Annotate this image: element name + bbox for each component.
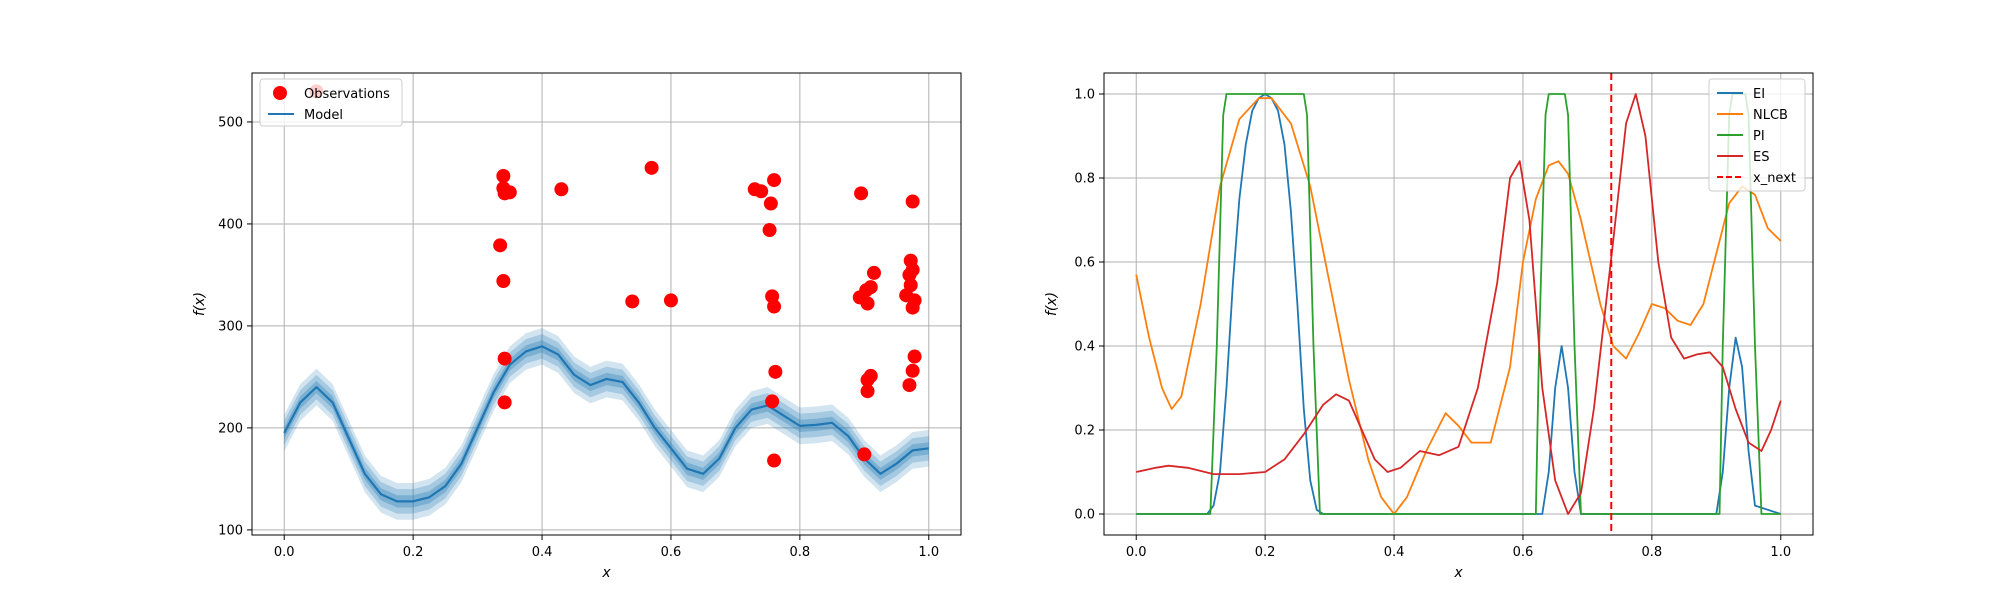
left-xtick-label-0-4: 0.4 — [532, 545, 553, 560]
series-line-nlcb — [1135, 97, 1782, 515]
right-chart-acquisition-functions: 0.0 0.2 0.4 0.6 0.8 1.0 0.0 0.2 0.4 0.6 0.8 1.0 x f(x… — [1044, 72, 1814, 581]
observation-point-11 — [625, 294, 640, 309]
right-plot-area — [1135, 73, 1782, 535]
observation-point-42 — [905, 363, 920, 378]
right-xtick-label-0-8: 0.8 — [1642, 545, 1663, 560]
observation-point-43 — [902, 378, 917, 393]
model-confidence-band-1 — [284, 327, 929, 520]
observation-point-40 — [905, 300, 920, 315]
right-ytick-label-0-4: 0.4 — [1074, 340, 1095, 355]
right-xtick-label-0-6: 0.6 — [1513, 545, 1534, 560]
right-ytick-label-0-8: 0.8 — [1074, 172, 1095, 187]
observation-point-19 — [767, 299, 782, 314]
right-ytick-label-0-2: 0.2 — [1074, 424, 1095, 439]
left-legend: Observations Model — [259, 78, 403, 127]
left-ytick-label-500: 500 — [218, 115, 243, 130]
model-confidence-band-3 — [284, 340, 929, 508]
right-x-axis-label: x — [1453, 565, 1463, 581]
observation-point-14 — [754, 184, 769, 199]
observation-point-30 — [863, 368, 878, 383]
observation-point-8 — [497, 395, 512, 410]
right-axes-frame — [1103, 72, 1814, 536]
right-xtick-label-0-2: 0.2 — [1255, 545, 1276, 560]
left-y-axis-label: f(x) — [192, 292, 208, 316]
left-ytick-label-200: 200 — [218, 421, 243, 436]
right-y-axis-label: f(x) — [1044, 292, 1060, 316]
observation-point-23 — [854, 186, 869, 201]
observation-point-27 — [863, 280, 878, 295]
legend-box — [1708, 78, 1806, 192]
observation-point-16 — [763, 196, 778, 211]
right-xtick-label-1-0: 1.0 — [1770, 545, 1791, 560]
observation-point-26 — [860, 296, 875, 311]
left-xtick-label-0-0: 0.0 — [274, 545, 295, 560]
observation-point-20 — [768, 364, 783, 379]
left-plot-area — [283, 84, 929, 520]
left-ytick-label-100: 100 — [218, 523, 243, 538]
left-axes-frame — [251, 72, 962, 536]
observation-point-1 — [496, 169, 511, 184]
left-ytick-label-300: 300 — [218, 319, 243, 334]
observation-point-5 — [493, 238, 508, 253]
left-xtick-label-0-6: 0.6 — [661, 545, 682, 560]
legend-label-ei: EI — [1753, 87, 1765, 102]
observation-point-28 — [866, 265, 881, 280]
model-confidence-band-2 — [284, 334, 929, 514]
observation-point-4 — [502, 185, 517, 200]
observation-point-17 — [762, 223, 777, 238]
right-xtick-label-0-4: 0.4 — [1384, 545, 1405, 560]
right-xtick-label-0-0: 0.0 — [1126, 545, 1147, 560]
series-line-ei — [1136, 93, 1782, 515]
left-xtick-label-0-2: 0.2 — [403, 545, 424, 560]
observation-point-33 — [905, 194, 920, 209]
observation-point-10 — [644, 160, 659, 175]
observation-point-31 — [860, 384, 875, 399]
legend-marker-observations — [273, 86, 287, 100]
observation-point-41 — [907, 349, 922, 364]
right-ytick-label-1-0: 1.0 — [1074, 88, 1095, 103]
observation-point-32 — [857, 447, 872, 462]
observation-point-22 — [767, 453, 782, 468]
observation-point-9 — [554, 182, 569, 197]
observation-point-6 — [496, 274, 511, 289]
left-chart-observations-model: 0.0 0.2 0.4 0.6 0.8 1.0 100 200 300 400 500 x f(x) Ob… — [192, 72, 962, 581]
left-xtick-label-0-8: 0.8 — [790, 545, 811, 560]
observation-point-15 — [767, 173, 782, 188]
model-line — [283, 345, 929, 503]
left-xtick-label-1-0: 1.0 — [918, 545, 939, 560]
legend-label-nlcb: NLCB — [1753, 108, 1788, 123]
legend-label-es: ES — [1753, 150, 1769, 165]
left-ytick-label-400: 400 — [218, 217, 243, 232]
right-ytick-label-0-0: 0.0 — [1074, 508, 1095, 523]
right-ytick-label-0-6: 0.6 — [1074, 256, 1095, 271]
legend-label-observations: Observations — [304, 87, 390, 102]
right-legend: EI NLCB PI ES x_next — [1708, 78, 1806, 192]
observation-point-7 — [497, 351, 512, 366]
left-x-axis-label: x — [601, 565, 611, 581]
legend-box — [259, 78, 403, 127]
observation-point-12 — [663, 293, 678, 308]
legend-label-x-next: x_next — [1753, 171, 1796, 186]
series-line-es — [1136, 93, 1782, 515]
observation-point-36 — [902, 267, 917, 282]
legend-label-pi: PI — [1753, 129, 1765, 144]
observation-point-21 — [765, 394, 780, 409]
legend-label-model: Model — [304, 108, 343, 123]
